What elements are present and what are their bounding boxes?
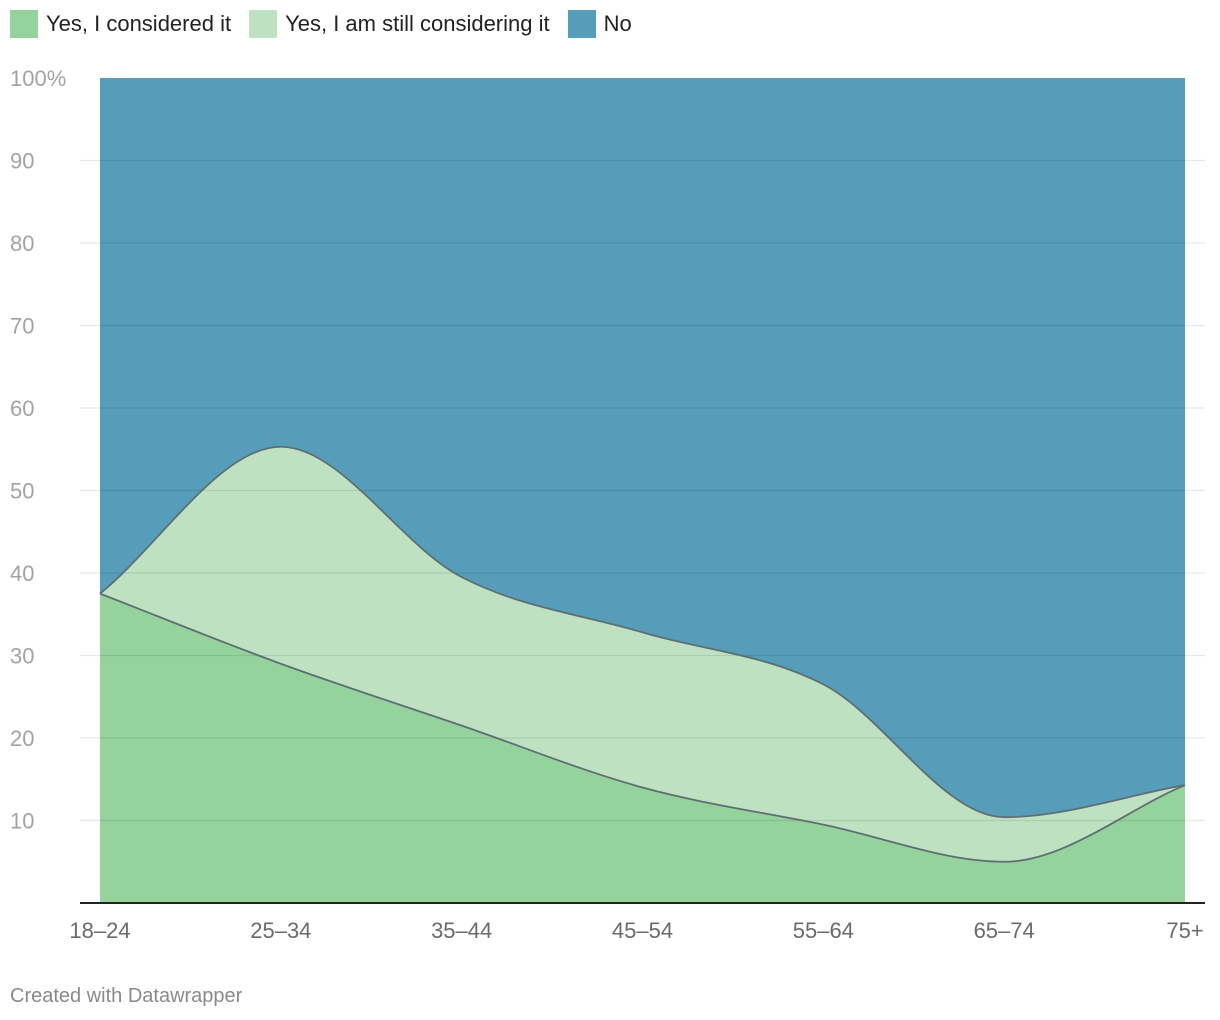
- legend-label-still-considering: Yes, I am still considering it: [285, 11, 550, 36]
- footer-credit: Created with Datawrapper: [10, 985, 243, 1007]
- y-tick-label-80: 80: [10, 231, 34, 256]
- x-tick-label-0: 18–24: [69, 918, 130, 943]
- y-tick-label-20: 20: [10, 726, 34, 751]
- area-series-no: [100, 78, 1185, 818]
- x-tick-label-5: 65–74: [974, 918, 1035, 943]
- x-tick-label-4: 55–64: [793, 918, 854, 943]
- x-tick-label-1: 25–34: [250, 918, 311, 943]
- x-tick-label-2: 35–44: [431, 918, 492, 943]
- x-tick-label-6: 75+: [1166, 918, 1203, 943]
- boundary-line-considered: [99, 592, 1186, 863]
- y-tick-label-70: 70: [10, 314, 34, 339]
- y-tick-label-100: 100%: [10, 66, 66, 91]
- boundary-line-still-considering: [99, 445, 1186, 819]
- legend-item-considered: Yes, I considered it: [10, 10, 231, 38]
- legend-swatch-still-considering: [249, 10, 278, 38]
- legend-swatch-considered: [10, 10, 38, 38]
- y-tick-label-50: 50: [10, 479, 34, 504]
- legend: Yes, I considered it Yes, I am still con…: [10, 10, 632, 38]
- area-series-still-considering: [100, 446, 1185, 862]
- area-series-considered: [100, 593, 1185, 903]
- legend-item-still-considering: Yes, I am still considering it: [249, 10, 550, 38]
- legend-item-no: No: [567, 10, 632, 38]
- y-tick-label-90: 90: [10, 149, 34, 174]
- y-tick-label-10: 10: [10, 809, 34, 834]
- legend-swatch-no: [567, 10, 596, 38]
- y-tick-label-60: 60: [10, 396, 34, 421]
- legend-label-no: No: [603, 11, 632, 36]
- y-tick-label-30: 30: [10, 644, 34, 669]
- x-tick-label-3: 45–54: [612, 918, 673, 943]
- legend-label-considered: Yes, I considered it: [46, 11, 232, 36]
- y-tick-label-40: 40: [10, 561, 34, 586]
